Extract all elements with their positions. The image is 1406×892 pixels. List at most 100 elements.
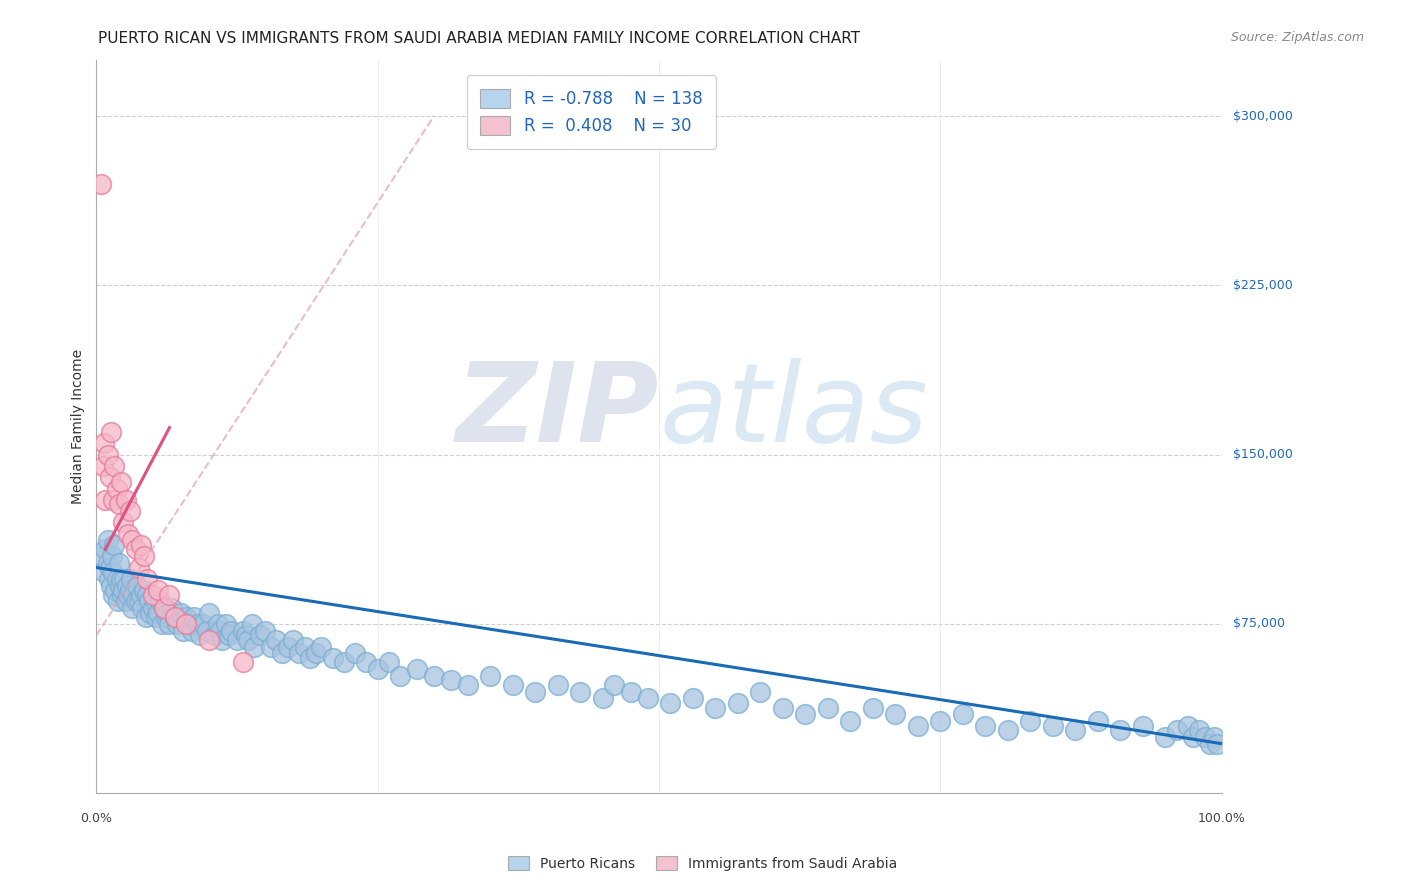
Point	[117, 526, 139, 541]
Point	[132, 549, 155, 564]
Point	[145, 610, 167, 624]
Point	[1188, 723, 1211, 737]
Point	[260, 640, 283, 654]
Point	[997, 723, 1019, 737]
Point	[108, 556, 131, 570]
Text: 0.0%: 0.0%	[80, 812, 112, 824]
Point	[457, 678, 479, 692]
Point	[148, 583, 170, 598]
Point	[108, 579, 131, 593]
Point	[232, 656, 254, 670]
Point	[120, 504, 142, 518]
Point	[884, 707, 907, 722]
Point	[155, 610, 177, 624]
Point	[120, 583, 142, 598]
Point	[266, 632, 288, 647]
Point	[103, 588, 125, 602]
Point	[142, 601, 165, 615]
Point	[1154, 730, 1177, 744]
Point	[187, 617, 209, 632]
Point	[143, 594, 166, 608]
Point	[121, 601, 143, 615]
Point	[138, 594, 160, 608]
Point	[90, 177, 112, 191]
Point	[221, 624, 243, 638]
Point	[94, 492, 117, 507]
Point	[378, 656, 401, 670]
Point	[249, 628, 271, 642]
Point	[176, 610, 198, 624]
Point	[862, 700, 884, 714]
Point	[101, 549, 124, 564]
Text: Source: ZipAtlas.com: Source: ZipAtlas.com	[1230, 31, 1364, 45]
Point	[772, 700, 794, 714]
Point	[110, 475, 132, 489]
Point	[100, 579, 122, 593]
Point	[125, 579, 148, 593]
Text: ZIP: ZIP	[456, 359, 659, 466]
Point	[177, 617, 200, 632]
Point	[592, 691, 614, 706]
Point	[1109, 723, 1132, 737]
Point	[131, 601, 153, 615]
Point	[1202, 730, 1225, 744]
Point	[117, 588, 139, 602]
Point	[929, 714, 952, 728]
Point	[195, 624, 218, 638]
Point	[98, 560, 121, 574]
Point	[238, 632, 260, 647]
Legend: R = -0.788    N = 138, R =  0.408    N = 30: R = -0.788 N = 138, R = 0.408 N = 30	[467, 75, 716, 149]
Point	[389, 669, 412, 683]
Point	[159, 588, 181, 602]
Point	[128, 594, 150, 608]
Point	[136, 572, 159, 586]
Point	[209, 624, 232, 638]
Point	[333, 656, 356, 670]
Point	[406, 662, 429, 676]
Point	[204, 628, 226, 642]
Point	[100, 425, 122, 439]
Point	[165, 610, 187, 624]
Point	[240, 617, 263, 632]
Point	[105, 572, 128, 586]
Point	[817, 700, 839, 714]
Point	[974, 718, 997, 732]
Point	[215, 617, 238, 632]
Point	[153, 601, 176, 615]
Text: atlas: atlas	[659, 359, 928, 466]
Point	[235, 628, 257, 642]
Text: $300,000: $300,000	[1233, 110, 1292, 122]
Point	[93, 565, 115, 579]
Point	[107, 594, 129, 608]
Point	[952, 707, 974, 722]
Point	[1177, 718, 1199, 732]
Point	[749, 684, 772, 698]
Point	[1087, 714, 1109, 728]
Point	[704, 700, 727, 714]
Point	[1199, 737, 1222, 751]
Point	[659, 696, 682, 710]
Point	[547, 678, 569, 692]
Point	[153, 601, 176, 615]
Point	[569, 684, 592, 698]
Point	[299, 651, 322, 665]
Text: $150,000: $150,000	[1233, 448, 1292, 461]
Point	[232, 624, 254, 638]
Text: $225,000: $225,000	[1233, 279, 1292, 292]
Legend: Puerto Ricans, Immigrants from Saudi Arabia: Puerto Ricans, Immigrants from Saudi Ara…	[503, 850, 903, 876]
Point	[344, 646, 367, 660]
Point	[1182, 730, 1205, 744]
Point	[91, 549, 114, 564]
Point	[502, 678, 524, 692]
Point	[188, 628, 211, 642]
Point	[103, 492, 125, 507]
Point	[93, 436, 115, 450]
Point	[142, 588, 165, 602]
Point	[218, 628, 240, 642]
Point	[148, 606, 170, 620]
Point	[524, 684, 547, 698]
Point	[150, 617, 173, 632]
Point	[165, 610, 187, 624]
Point	[226, 632, 249, 647]
Point	[1042, 718, 1064, 732]
